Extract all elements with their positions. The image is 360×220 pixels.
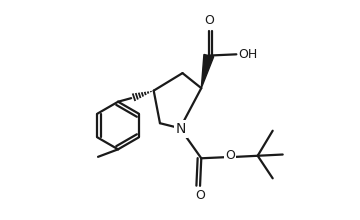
- Text: O: O: [204, 14, 214, 27]
- Text: N: N: [176, 122, 186, 136]
- Text: OH: OH: [238, 48, 257, 61]
- Polygon shape: [201, 54, 214, 88]
- Text: O: O: [195, 189, 205, 202]
- Text: O: O: [225, 149, 235, 162]
